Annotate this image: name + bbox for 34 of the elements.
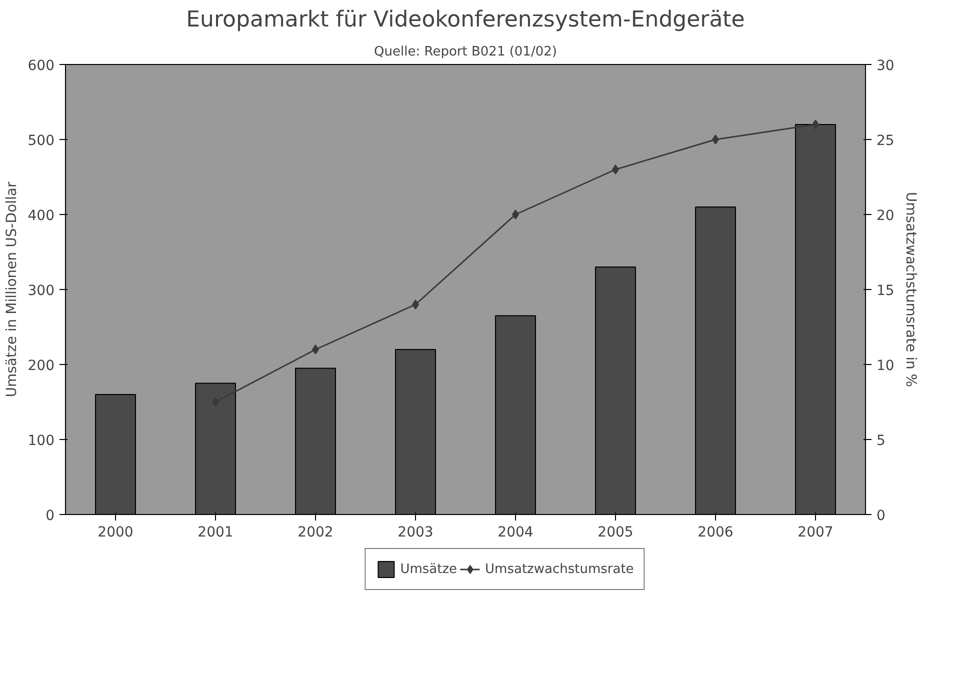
point [412,300,419,310]
point [512,210,519,220]
y2-tick-label: 0 [876,508,886,524]
x-tick-label: 2003 [398,524,434,540]
x-tick-label: 2004 [498,524,534,540]
y2-tick-label: 15 [876,283,894,299]
x-tick-label: 2001 [198,524,234,540]
point [312,344,319,354]
x-tick-label: 2007 [798,524,834,540]
y2-tick-label: 30 [876,58,894,74]
legend-label: Umsatzwachstumsrate [485,562,634,576]
y-tick-label: 200 [28,358,55,374]
y-axis-title: Umsätze in Millionen US-Dollar [4,181,20,398]
legend-label: Umsätze [400,562,458,576]
y-tick-label: 100 [28,433,55,449]
y2-axis-title: Umsatzwachstumsrate in % [902,192,918,388]
point [712,134,719,144]
y-tick-label: 600 [28,58,55,74]
y-tick-label: 500 [28,133,55,149]
x-tick-label: 2005 [598,524,634,540]
y2-tick-label: 25 [876,133,894,149]
x-tick-label: 2006 [698,524,734,540]
y-tick-label: 300 [28,283,55,299]
x-tick-label: 2002 [298,524,334,540]
y2-tick-label: 10 [876,358,894,374]
y-tick-label: 0 [46,508,55,524]
chart-subtitle: Quelle: Report B021 (01/02) [374,44,557,60]
y2-tick-label: 5 [876,433,886,449]
y2-tick-label: 20 [876,208,894,224]
chart-title: Europamarkt für Videokonferenzsystem-Endgeräte [186,8,745,32]
point [612,164,619,174]
x-tick-label: 2000 [98,524,134,540]
y-tick-label: 400 [28,208,55,224]
point [812,120,819,130]
